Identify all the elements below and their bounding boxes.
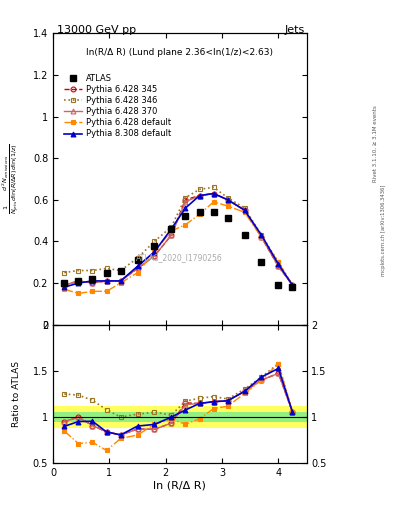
Y-axis label: Ratio to ATLAS: Ratio to ATLAS [12,361,21,427]
Text: Rivet 3.1.10, ≥ 3.1M events: Rivet 3.1.10, ≥ 3.1M events [373,105,378,182]
Legend: ATLAS, Pythia 6.428 345, Pythia 6.428 346, Pythia 6.428 370, Pythia 6.428 defaul: ATLAS, Pythia 6.428 345, Pythia 6.428 34… [62,72,173,140]
Text: 13000 GeV pp: 13000 GeV pp [57,25,136,35]
Text: ln(R/Δ R) (Lund plane 2.36<ln(1/z)<2.63): ln(R/Δ R) (Lund plane 2.36<ln(1/z)<2.63) [86,48,273,57]
Y-axis label: $\frac{1}{N_{jets}}\frac{d^2 N_{emissions}}{d\ln(R/\Delta R)\,d\ln(1/z)}$: $\frac{1}{N_{jets}}\frac{d^2 N_{emission… [1,143,21,215]
X-axis label: ln (R/Δ R): ln (R/Δ R) [153,481,206,491]
Text: Jets: Jets [284,25,305,35]
Text: ATLAS_2020_I1790256: ATLAS_2020_I1790256 [136,253,223,262]
Text: mcplots.cern.ch [arXiv:1306.3436]: mcplots.cern.ch [arXiv:1306.3436] [381,185,386,276]
